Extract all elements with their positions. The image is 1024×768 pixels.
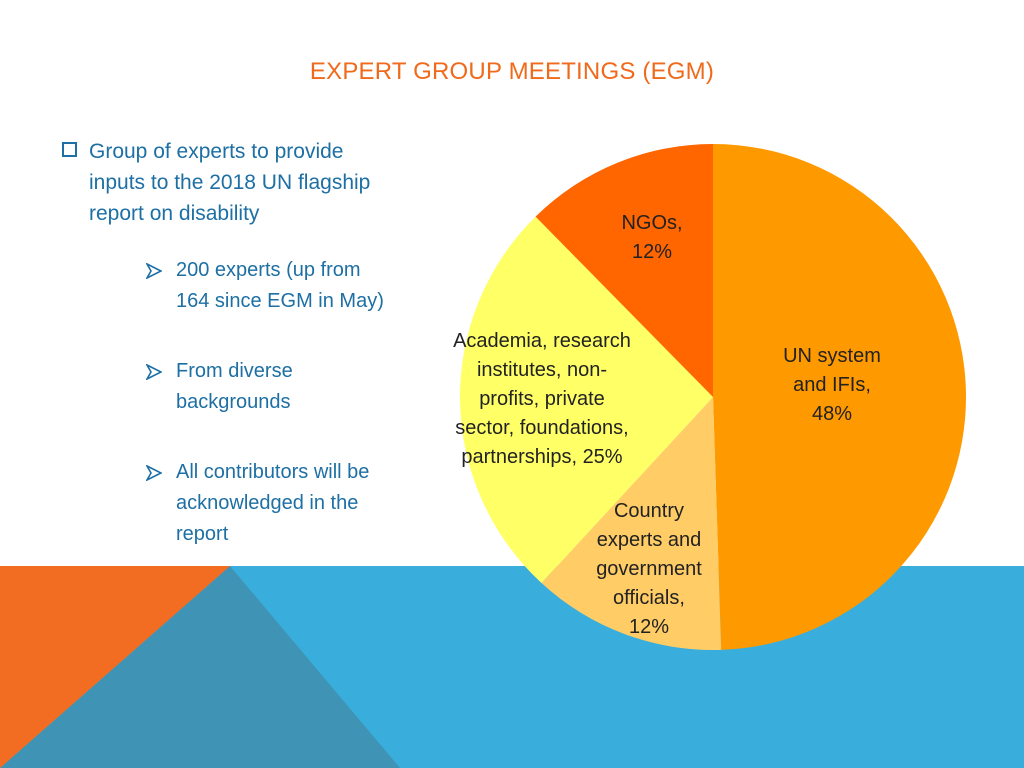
checkbox-icon bbox=[62, 142, 77, 157]
pie-slice-label-line: partnerships, 25% bbox=[461, 446, 622, 468]
pie-slice-label-line: and IFIs, bbox=[793, 374, 871, 396]
pie-slice-label-line: 48% bbox=[812, 403, 852, 425]
pie-slice-label-line: institutes, non- bbox=[477, 359, 607, 381]
pie-slice-label-line: 12% bbox=[632, 241, 672, 263]
pie-slice-label-line: profits, private bbox=[479, 388, 605, 410]
sub-bullet-line: acknowledged in the bbox=[176, 492, 359, 514]
pie-slice-label-3: NGOs, 12% bbox=[621, 212, 682, 263]
sub-bullet-diverse: From diverse backgrounds bbox=[146, 356, 442, 418]
pie-slice-label-line: UN system bbox=[783, 345, 881, 367]
pie-slice-label-2: Academia, research institutes, non-profit… bbox=[453, 330, 631, 468]
pie-slice-label-line: Academia, research bbox=[453, 330, 631, 352]
pie-slice-label-line: sector, foundations, bbox=[455, 417, 628, 439]
background-triangles bbox=[0, 566, 400, 768]
pie-slice-label-line: 12% bbox=[629, 616, 669, 638]
sub-bullet-line: report bbox=[176, 523, 229, 545]
sub-bullet-line: 164 since EGM in May) bbox=[176, 290, 384, 312]
pie-slice-label-line: government bbox=[596, 558, 702, 580]
bullet-list: Group of experts to provide inputs to th… bbox=[62, 136, 442, 589]
main-bullet: Group of experts to provide inputs to th… bbox=[62, 136, 442, 229]
pie-slice-label-1: Country experts and government officials, 12… bbox=[596, 500, 702, 638]
sub-bullet-line: backgrounds bbox=[176, 391, 291, 413]
pie-slice-label-line: Country bbox=[614, 500, 684, 522]
background-triangle-orange bbox=[0, 566, 230, 768]
pie-slice-2 bbox=[460, 216, 713, 583]
sub-bullet-text: 200 experts (up from 164 since EGM in Ma… bbox=[176, 255, 384, 317]
sub-bullet-line: From diverse bbox=[176, 360, 293, 382]
pie-slice-label-line: officials, bbox=[613, 587, 685, 609]
arrow-bullet-icon bbox=[146, 465, 162, 481]
sub-bullet-acknowledged: All contributors will be acknowledged in… bbox=[146, 457, 442, 550]
pie-slice-label-line: experts and bbox=[597, 529, 702, 551]
arrow-bullet-icon bbox=[146, 364, 162, 380]
sub-bullet-text: All contributors will be acknowledged in… bbox=[176, 457, 369, 550]
main-bullet-line: inputs to the 2018 UN flagship bbox=[89, 171, 371, 194]
sub-bullet-text: From diverse backgrounds bbox=[176, 356, 293, 418]
pie-slice-3 bbox=[535, 144, 713, 397]
page-title: EXPERT GROUP MEETINGS (EGM) bbox=[309, 58, 715, 85]
main-bullet-line: report on disability bbox=[89, 202, 260, 225]
sub-bullet-experts: 200 experts (up from 164 since EGM in Ma… bbox=[146, 255, 442, 317]
pie-slice-label-0: UN system and IFIs, 48% bbox=[783, 345, 881, 425]
arrow-bullet-icon bbox=[146, 263, 162, 279]
pie-slice-label-line: NGOs, bbox=[621, 212, 682, 234]
sub-bullet-line: 200 experts (up from bbox=[176, 259, 361, 281]
sub-bullet-line: All contributors will be bbox=[176, 461, 370, 483]
main-bullet-line: Group of experts to provide bbox=[89, 140, 344, 163]
pie-slice-1 bbox=[541, 397, 722, 650]
background-triangle-shadow bbox=[0, 566, 400, 768]
pie-slice-0 bbox=[713, 144, 966, 650]
sub-bullet-list: 200 experts (up from 164 since EGM in Ma… bbox=[62, 255, 442, 550]
main-bullet-text: Group of experts to provide inputs to th… bbox=[89, 136, 370, 229]
